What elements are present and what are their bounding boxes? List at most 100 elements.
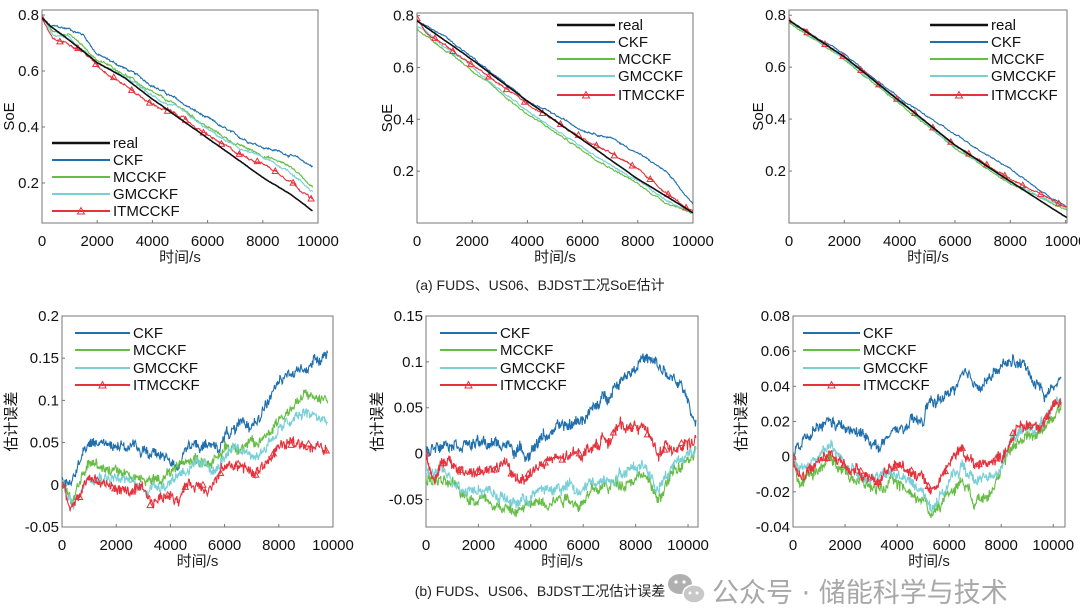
- series-marker-ITMCCKF: [251, 470, 260, 478]
- series-marker-ITMCCKF: [466, 59, 475, 67]
- x-axis-label: 时间/s: [908, 553, 950, 570]
- legend-marker-icon: [464, 380, 473, 389]
- caption-b: (b) FUDS、US06、BJDST工况估计误差: [415, 583, 665, 599]
- x-tick-label: 8000: [246, 233, 279, 250]
- series-marker-ITMCCKF: [558, 455, 567, 463]
- x-tick-label: 0: [422, 537, 430, 554]
- y-tick-label: 0.06: [761, 343, 790, 360]
- series-marker-ITMCCKF: [75, 492, 84, 501]
- x-tick-label: 4000: [883, 233, 916, 250]
- series-marker-ITMCCKF: [56, 37, 64, 45]
- series-marker-ITMCCKF: [822, 454, 831, 462]
- series-line-real: [42, 17, 313, 212]
- y-tick-label: -0.05: [25, 519, 59, 536]
- series-marker-ITMCCKF: [660, 445, 669, 453]
- series-marker-ITMCCKF: [1026, 420, 1034, 429]
- series-line-real: [417, 20, 693, 214]
- y-tick-label: 0.6: [765, 59, 786, 76]
- series-marker-ITMCCKF: [873, 477, 882, 485]
- x-tick-label: 6000: [191, 233, 224, 250]
- series-line-CKF: [62, 350, 329, 488]
- x-tick-label: 0: [413, 233, 421, 250]
- series-marker-ITMCCKF: [502, 85, 511, 93]
- y-tick-label: 0.4: [18, 119, 39, 136]
- x-axis-label: 时间/s: [541, 553, 583, 570]
- series-marker-ITMCCKF: [163, 490, 172, 498]
- y-tick-label: 0.1: [402, 354, 423, 371]
- series-marker-ITMCCKF: [592, 440, 601, 448]
- y-tick-label: 0.05: [394, 400, 423, 417]
- y-tick-label: 0.05: [30, 435, 59, 452]
- series-line-GMCCKF: [42, 17, 313, 192]
- series-group: [62, 350, 331, 512]
- legend-marker-icon: [827, 380, 836, 389]
- series-marker-ITMCCKF: [975, 460, 983, 468]
- series-marker-ITMCCKF: [181, 482, 190, 490]
- series-marker-ITMCCKF: [417, 14, 421, 22]
- x-tick-label: 8000: [621, 233, 654, 250]
- series-line-MCCKF: [62, 389, 329, 506]
- subplot-6: 0 2000 4000 6000 8000 10000 -0.04 -0.02 0 0.02 0.0…: [733, 308, 1074, 570]
- series-marker-ITMCCKF: [789, 16, 793, 24]
- series-marker-ITMCCKF: [677, 438, 686, 447]
- y-axis-label: 估计误差: [3, 391, 20, 451]
- legend-label-ITMCCKF: ITMCCKF: [133, 377, 200, 394]
- y-tick-label: 0.08: [761, 308, 790, 325]
- legend-label-real: real: [618, 17, 643, 34]
- x-tick-label: 10000: [667, 537, 709, 554]
- x-tick-label: 0: [789, 537, 797, 554]
- caption-a: (a) FUDS、US06、BJDST工况SoE估计: [416, 277, 665, 293]
- legend-label-GMCCKF: GMCCKF: [133, 360, 198, 377]
- series-marker-ITMCCKF: [42, 13, 46, 21]
- y-tick-label: -0.05: [389, 491, 423, 508]
- series-marker-ITMCCKF: [111, 484, 119, 492]
- series-marker-ITMCCKF: [145, 98, 154, 106]
- series-marker-ITMCCKF: [449, 46, 457, 54]
- legend-label-CKF: CKF: [991, 34, 1021, 51]
- legend-label-real: real: [113, 135, 138, 152]
- series-marker-ITMCCKF: [911, 109, 919, 117]
- y-axis-label: 估计误差: [369, 391, 386, 451]
- y-tick-label: 0.8: [765, 7, 786, 24]
- legend-label-CKF: CKF: [133, 325, 163, 342]
- y-tick-label: 0.4: [765, 111, 786, 128]
- series-line-GMCCKF: [793, 396, 1062, 514]
- y-axis-label: SoE: [750, 102, 767, 130]
- series-marker-ITMCCKF: [439, 459, 447, 467]
- subplot-3: 0 2000 4000 6000 8000 10000 0.2 0.4 0.6 0.8 时间/s So…: [750, 7, 1080, 266]
- x-tick-label: 6000: [932, 537, 965, 554]
- x-tick-label: 4000: [514, 537, 547, 554]
- series-marker-ITMCCKF: [253, 157, 262, 165]
- plot-frame: [416, 12, 694, 224]
- series-line-MCCKF: [793, 403, 1062, 519]
- legend-label-GMCCKF: GMCCKF: [113, 186, 178, 203]
- series-line-ITMCCKF: [62, 436, 328, 512]
- series-marker-ITMCCKF: [541, 458, 550, 466]
- x-tick-label: 0: [785, 233, 793, 250]
- plot-frame: [41, 9, 319, 224]
- series-marker-ITMCCKF: [456, 465, 464, 473]
- series-marker-ITMCCKF: [234, 459, 242, 467]
- x-tick-label: 10000: [672, 233, 714, 250]
- series-marker-ITMCCKF: [304, 439, 313, 447]
- series-marker-ITMCCKF: [1009, 428, 1017, 436]
- x-tick-label: 8000: [994, 233, 1027, 250]
- legend-label-MCCKF: MCCKF: [113, 169, 166, 186]
- series-marker-ITMCCKF: [507, 469, 516, 477]
- series-marker-ITMCCKF: [271, 166, 280, 174]
- series-group: [789, 16, 1067, 219]
- series-marker-ITMCCKF: [575, 449, 584, 457]
- legend-label-CKF: CKF: [113, 152, 143, 169]
- x-tick-label: 4000: [154, 537, 187, 554]
- x-tick-label: 6000: [208, 537, 241, 554]
- series-line-GMCCKF: [62, 408, 329, 510]
- series-marker-ITMCCKF: [216, 468, 225, 476]
- y-tick-label: 0.8: [18, 7, 39, 24]
- legend-label-ITMCCKF: ITMCCKF: [618, 87, 685, 104]
- x-tick-label: 10000: [297, 233, 339, 250]
- y-tick-label: 0.1: [38, 392, 59, 409]
